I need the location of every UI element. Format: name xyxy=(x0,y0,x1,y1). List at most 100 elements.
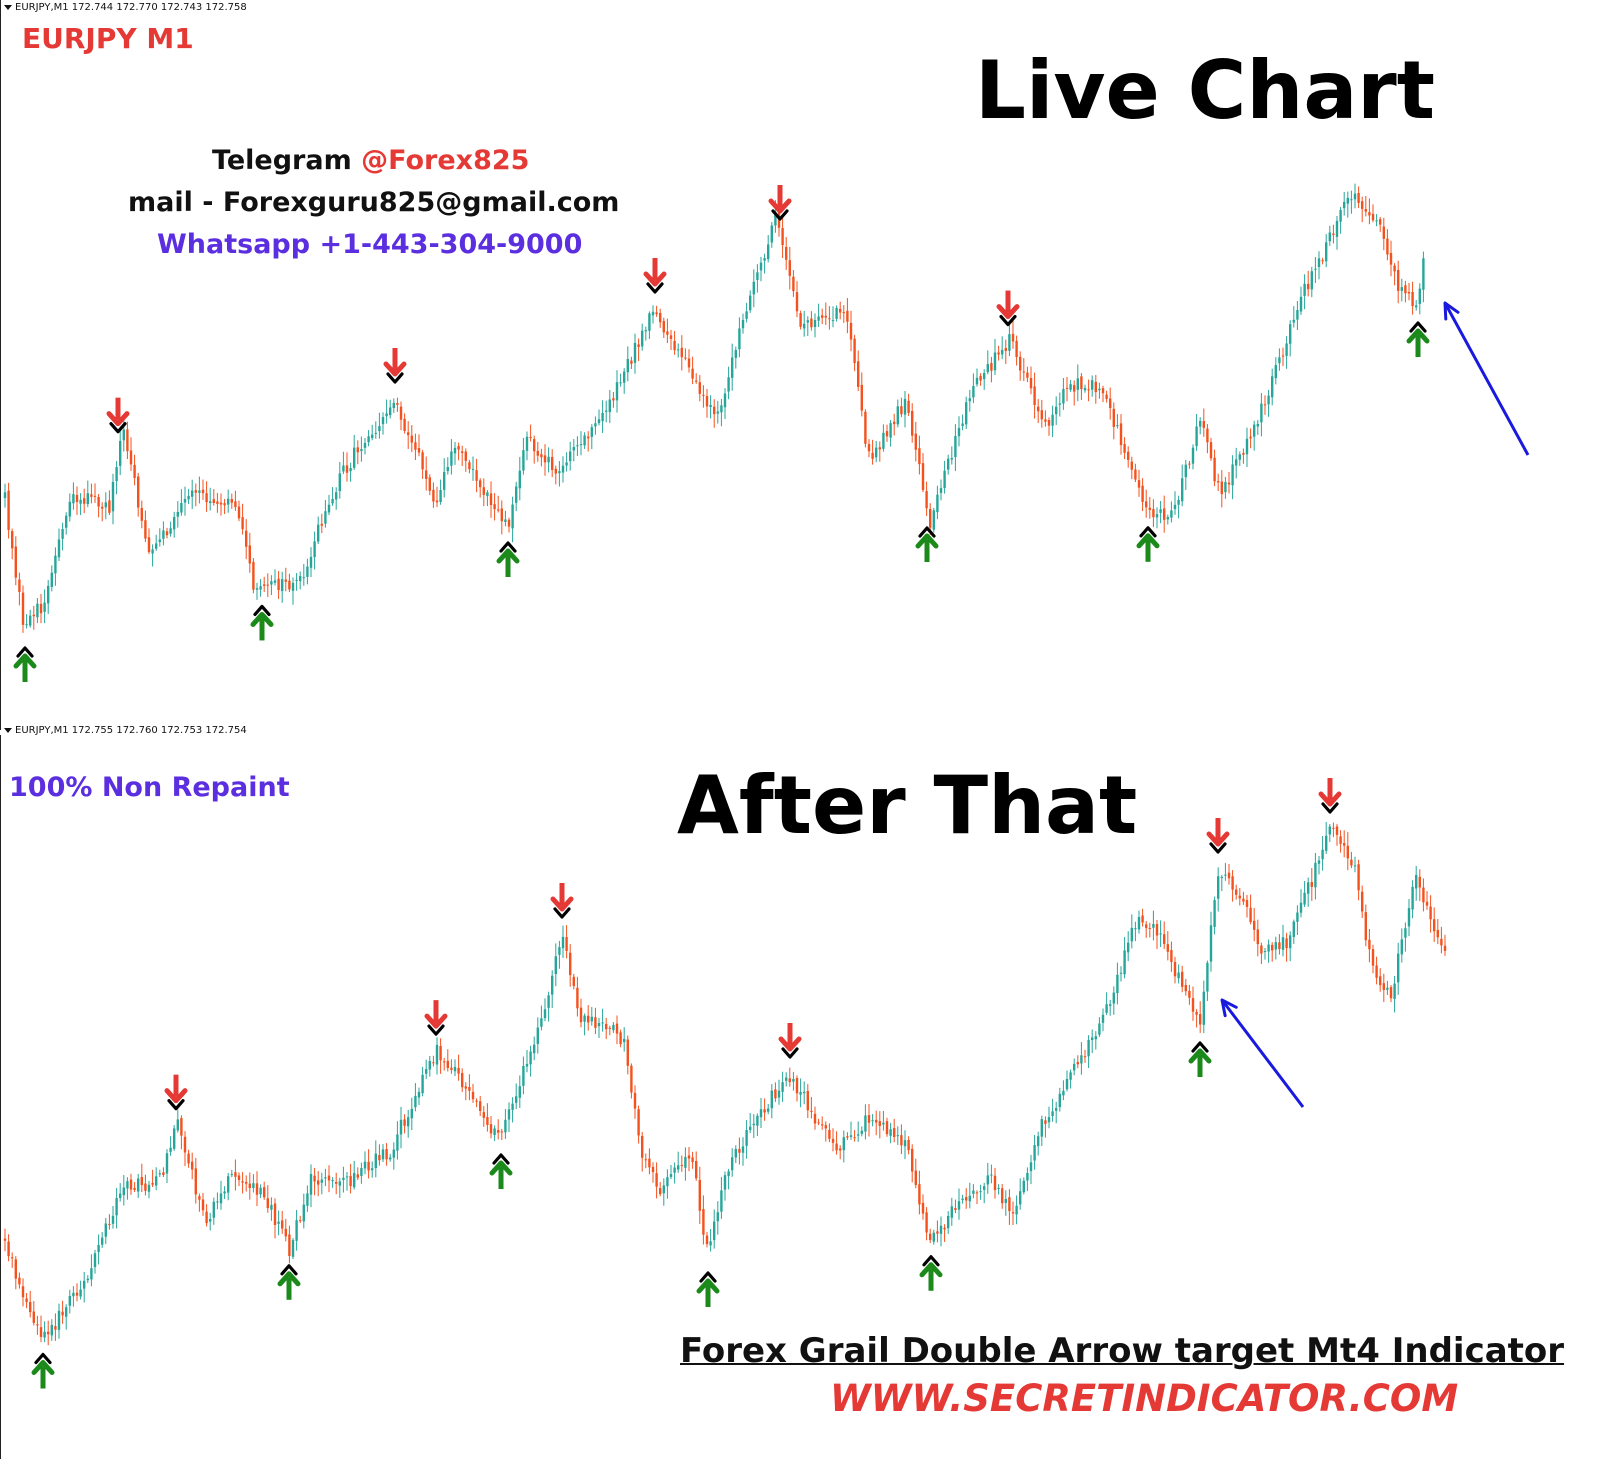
candle xyxy=(1350,190,1353,214)
candle xyxy=(1393,975,1396,1013)
candle xyxy=(695,373,698,384)
buy-arrow-icon xyxy=(915,526,939,562)
candle xyxy=(1094,374,1097,404)
candle xyxy=(1069,1069,1072,1089)
chart-header: EURJPY,M1 172.744 172.770 172.743 172.75… xyxy=(4,2,247,13)
mail-line[interactable]: mail - Forexguru825@gmail.com xyxy=(128,187,620,218)
candle xyxy=(1026,1167,1029,1192)
candle xyxy=(731,1148,734,1177)
candle xyxy=(579,998,583,1028)
candle xyxy=(1321,257,1324,265)
candle xyxy=(810,311,813,331)
candle xyxy=(407,1109,410,1138)
candle xyxy=(648,1148,651,1175)
whatsapp-line[interactable]: Whatsapp +1-443-304-9000 xyxy=(157,229,583,260)
candle xyxy=(759,1097,763,1129)
candle xyxy=(806,316,809,337)
candle xyxy=(1058,1087,1061,1112)
dropdown-triangle-icon[interactable] xyxy=(4,727,12,733)
candle xyxy=(921,1194,925,1220)
candle xyxy=(335,1172,338,1195)
candle xyxy=(1141,908,1144,927)
candle xyxy=(1119,966,1123,982)
candle xyxy=(1008,325,1011,357)
candle xyxy=(666,318,669,343)
candle xyxy=(1332,224,1335,244)
candle xyxy=(25,1292,28,1309)
candle xyxy=(968,389,971,412)
candle xyxy=(659,308,662,328)
candle xyxy=(1145,489,1148,518)
candle xyxy=(489,481,493,518)
candle xyxy=(1047,1106,1051,1129)
candle xyxy=(1087,1035,1090,1068)
candle xyxy=(896,399,899,428)
candle xyxy=(1173,491,1177,515)
candle xyxy=(824,1121,827,1142)
candle xyxy=(299,1215,302,1224)
candle xyxy=(824,302,827,326)
candle xyxy=(18,572,21,606)
candle xyxy=(396,397,399,412)
candle xyxy=(1141,478,1144,512)
candle xyxy=(914,1158,917,1189)
candle xyxy=(252,1174,255,1193)
candle xyxy=(144,510,147,543)
candle xyxy=(299,571,302,590)
candle xyxy=(835,1131,838,1155)
candle xyxy=(637,1105,640,1144)
candle xyxy=(641,323,644,351)
candle xyxy=(205,481,208,512)
symbol-label: EURJPY M1 xyxy=(22,22,194,55)
candle xyxy=(1271,942,1274,962)
candle xyxy=(356,440,359,465)
telegram-label: Telegram xyxy=(212,145,352,176)
candle xyxy=(655,1162,658,1199)
candle xyxy=(1278,348,1281,371)
candle xyxy=(756,1113,759,1136)
candle xyxy=(281,571,284,603)
candle xyxy=(360,1162,363,1184)
candle xyxy=(821,1116,824,1130)
candle xyxy=(176,501,179,528)
candle xyxy=(234,490,237,511)
dropdown-triangle-icon[interactable] xyxy=(4,4,12,10)
candle xyxy=(842,305,845,323)
candle xyxy=(540,448,543,467)
candle xyxy=(702,1195,705,1245)
candle xyxy=(1346,191,1349,218)
candle xyxy=(518,1075,521,1109)
sell-arrow-icon xyxy=(1318,778,1342,814)
candle xyxy=(932,507,935,533)
candle xyxy=(1155,919,1159,950)
sell-arrow-icon xyxy=(1206,818,1230,854)
candle xyxy=(1177,495,1180,519)
candle xyxy=(1368,928,1371,963)
candle xyxy=(371,424,374,441)
candle xyxy=(1044,1116,1047,1138)
candle xyxy=(997,1184,1000,1195)
candle xyxy=(1116,414,1119,429)
candle xyxy=(122,1175,125,1206)
candle xyxy=(306,558,309,585)
candle xyxy=(576,436,579,457)
candle xyxy=(111,473,115,525)
candle xyxy=(579,431,583,456)
candle xyxy=(392,398,395,413)
candle xyxy=(1206,960,1209,1001)
candle xyxy=(1400,278,1403,302)
candle xyxy=(1429,895,1432,933)
telegram-handle[interactable]: @Forex825 xyxy=(361,145,530,176)
candle xyxy=(1418,283,1421,315)
candle xyxy=(248,532,251,573)
candle xyxy=(1195,413,1198,451)
footer-website[interactable]: WWW.SECRETINDICATOR.COM xyxy=(830,1377,1459,1420)
candle xyxy=(11,1252,14,1268)
candle xyxy=(641,1132,644,1172)
candle xyxy=(993,1167,997,1199)
live-candlestick-chart[interactable] xyxy=(0,0,1600,735)
after-candlestick-chart[interactable] xyxy=(0,735,1600,1459)
candle xyxy=(518,456,521,501)
candle xyxy=(1015,335,1018,366)
buy-arrow-icon xyxy=(919,1255,943,1291)
